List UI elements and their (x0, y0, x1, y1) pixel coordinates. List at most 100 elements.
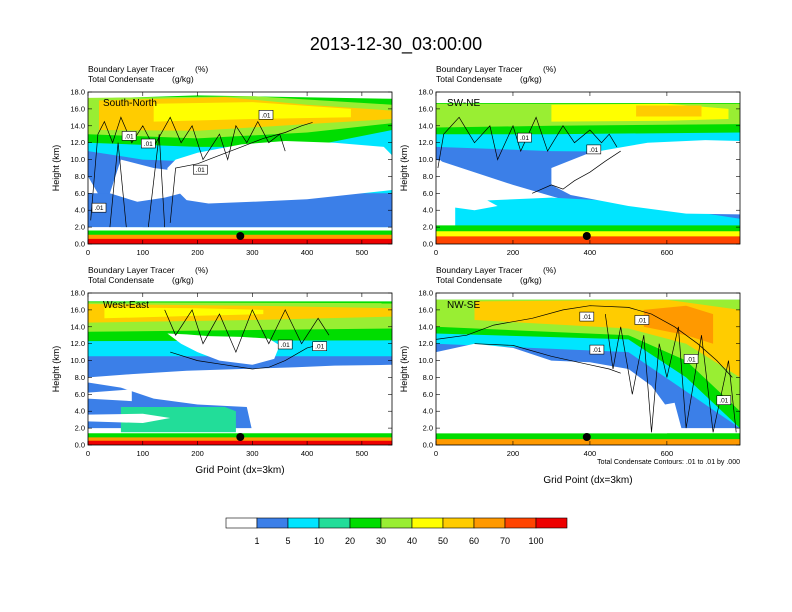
y-tick-label: 18.0 (418, 289, 433, 298)
contour-line (474, 343, 621, 374)
contour-line (90, 116, 286, 221)
y-tick-label: 4.0 (423, 407, 433, 416)
colorbar-label: 30 (376, 536, 386, 546)
x-tick-label: 500 (356, 248, 369, 257)
panel-subtitle-condensate: Total Condensate (88, 74, 154, 84)
y-axis-label: Height (km) (51, 145, 61, 192)
contour-label-box (141, 138, 156, 149)
tracer-clear-area (439, 140, 740, 215)
contour-note: Total Condensate Contours: .01 to .01 by… (597, 459, 740, 466)
y-tick-label: 8.0 (75, 373, 85, 382)
tracer-band-level-3 (120, 407, 236, 433)
tracer-clear-region (88, 364, 392, 432)
y-tick-label: 6.0 (423, 390, 433, 399)
y-tick-label: 16.0 (418, 305, 433, 314)
y-tick-label: 8.0 (75, 172, 85, 181)
contour-label-box (258, 110, 274, 120)
y-tick-label: 12.0 (70, 339, 85, 348)
x-tick-label: 300 (246, 449, 259, 458)
panel-subtitle-condensate-unit: (g/kg) (520, 275, 542, 285)
panel-subtitle-tracer-unit: (%) (543, 64, 556, 74)
y-tick-label: 18.0 (70, 88, 85, 97)
y-tick-label: 10.0 (418, 155, 433, 164)
y-tick-label: 8.0 (423, 172, 433, 181)
plot-frame (87, 292, 393, 446)
panel-subtitle-tracer-unit: (%) (195, 265, 208, 275)
contour-labels: .01 .01 (517, 132, 602, 155)
colorbar-swatch (318, 517, 351, 529)
colorbar: 1 5 10 20 30 40 50 60 70 100 (225, 517, 568, 546)
y-tick-label: 14.0 (70, 121, 85, 130)
panel-sw-ne: Boundary Layer Tracer (%) Total Condensa… (399, 64, 741, 257)
panel-subtitle-tracer: Boundary Layer Tracer (436, 265, 523, 275)
condensate-contours (436, 305, 737, 433)
contour-label: .01 (144, 141, 153, 148)
y-tick-label: 14.0 (418, 121, 433, 130)
panel-nw-se: Boundary Layer Tracer (%) Total Condensa… (399, 265, 741, 486)
x-tick-label: 400 (584, 449, 597, 458)
panel-subtitle-condensate-unit: (g/kg) (172, 275, 194, 285)
contour-line (532, 150, 621, 194)
tracer-band-level-9 (436, 236, 740, 244)
y-tick-label: 16.0 (70, 104, 85, 113)
contour-label: .01 (582, 314, 591, 321)
x-tick-label: 200 (507, 248, 520, 257)
panel-subtitle-tracer: Boundary Layer Tracer (436, 64, 523, 74)
colorbar-swatch (535, 517, 568, 529)
tracer-clear-region (88, 413, 171, 423)
section-label: South-North (103, 98, 157, 109)
tracer-band-level-10 (88, 440, 392, 445)
panel-subtitle-tracer-unit: (%) (195, 64, 208, 74)
y-axis-label: Height (km) (399, 145, 409, 192)
colorbar-swatch (380, 517, 413, 529)
y-tick-label: 18.0 (70, 289, 85, 298)
tracer-clear-region (551, 140, 740, 215)
y-tick-label: 4.0 (75, 407, 85, 416)
x-tick-label: 200 (191, 248, 204, 257)
axes: 0 100 200 300 400 500 0.0 2.0 4.0 6.0 8.0 10.0 12.0 1… (70, 88, 392, 257)
tracer-clear-region (436, 343, 675, 434)
contour-labels: .01 .01 .01 .01 .01 (579, 311, 732, 406)
colorbar-label: 70 (500, 536, 510, 546)
colorbar-label: 50 (438, 536, 448, 546)
contour-label-box (683, 354, 699, 364)
y-tick-label: 12.0 (418, 138, 433, 147)
x-tick-label: 100 (137, 248, 150, 257)
tracer-band-level-8 (436, 439, 740, 445)
contour-label: .01 (637, 318, 646, 325)
condensate-contours (90, 116, 313, 228)
tracer-clear-region (88, 389, 132, 402)
tracer-clear-region (167, 141, 392, 204)
x-tick-label: 0 (86, 449, 90, 458)
plot-area (436, 293, 740, 445)
y-tick-label: 6.0 (75, 390, 85, 399)
axes: 0 100 200 300 400 500 0.0 2.0 4.0 6.0 8.0 10.0 12.0 1… (70, 289, 392, 458)
x-tick-label: 600 (661, 248, 674, 257)
contour-label-box (517, 132, 532, 143)
contour-label: .01 (520, 135, 529, 142)
x-tick-label: 0 (434, 248, 438, 257)
tracer-fill (436, 299, 740, 445)
panel-subtitle-condensate: Total Condensate (88, 275, 154, 285)
colorbar-swatch (504, 517, 537, 529)
location-marker (236, 433, 245, 441)
colorbar-swatch (473, 517, 506, 529)
contour-label-box (91, 202, 107, 213)
condensate-contours (164, 309, 330, 370)
colorbar-label: 20 (345, 536, 355, 546)
colorbar-label: 10 (314, 536, 324, 546)
y-tick-label: 6.0 (423, 189, 433, 198)
x-tick-label: 400 (301, 449, 314, 458)
y-tick-label: 10.0 (70, 356, 85, 365)
y-tick-label: 0.0 (423, 441, 433, 450)
contour-labels: .01 .01 .01 .01 .01 (91, 110, 274, 213)
colorbar-label: 60 (469, 536, 479, 546)
y-tick-label: 2.0 (75, 424, 85, 433)
y-tick-label: 6.0 (75, 189, 85, 198)
contour-line (169, 122, 313, 223)
colorbar-swatch (256, 517, 289, 529)
plot-frame (435, 91, 741, 245)
panel-south-north: Boundary Layer Tracer (%) Total Condensa… (51, 64, 393, 257)
section-label: SW-NE (447, 98, 480, 109)
y-tick-label: 12.0 (70, 138, 85, 147)
